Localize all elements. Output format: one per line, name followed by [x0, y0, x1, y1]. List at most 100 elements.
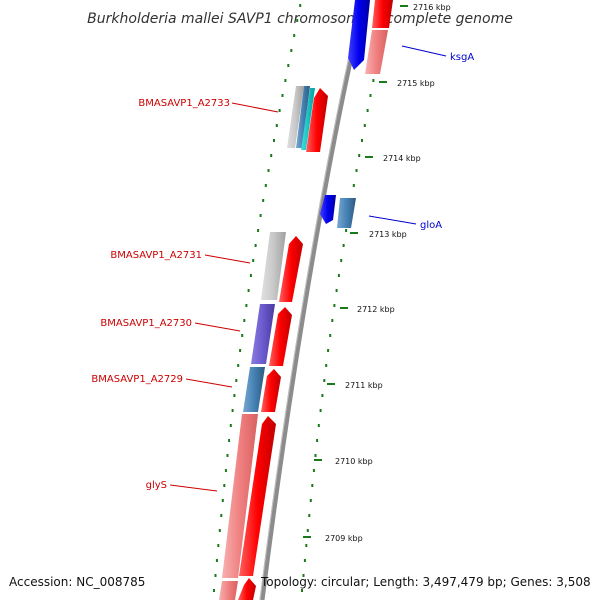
track-dot [319, 409, 322, 412]
track-dot [323, 379, 326, 382]
gene-a2733-cyan[interactable] [301, 88, 315, 150]
track-dot [215, 559, 218, 562]
track-dot [321, 394, 324, 397]
track-dot [233, 394, 236, 397]
track-dot [229, 424, 232, 427]
track-dot [281, 94, 284, 97]
track-dot [223, 484, 226, 487]
gene-glys-red[interactable] [239, 416, 276, 576]
tick-label-2716: 2716 kbp [413, 3, 451, 12]
track-dot [342, 244, 345, 247]
tick-label-2713: 2713 kbp [369, 230, 407, 239]
track-dot [337, 274, 340, 277]
track-dot [235, 379, 238, 382]
leader-a2729 [185, 378, 233, 388]
track-dot [217, 544, 220, 547]
gene-top-red[interactable] [372, 0, 393, 28]
track-dot [262, 199, 265, 202]
gene-a2729-steel[interactable] [243, 367, 265, 412]
track-dot [231, 409, 234, 412]
track-dot [352, 184, 355, 187]
gene-a2733-gray[interactable] [287, 86, 304, 148]
track-dot [293, 34, 296, 37]
label-leaders [169, 45, 447, 492]
gene-a2731-red[interactable] [279, 236, 303, 302]
track-dot [290, 49, 293, 52]
track-dot [331, 319, 334, 322]
track-dot [224, 469, 227, 472]
gene-reverse-top[interactable] [348, 0, 370, 70]
gene-a2729-red[interactable] [261, 369, 281, 412]
track-dot [247, 289, 250, 292]
track-dot [358, 154, 361, 157]
gene-bottom-pink[interactable] [219, 581, 238, 600]
label-a2730[interactable]: BMASAVP1_A2730 [100, 318, 192, 329]
label-glys[interactable]: glyS [146, 480, 167, 491]
track-dot [308, 514, 311, 517]
track-dot [314, 454, 317, 457]
track-dot [254, 244, 257, 247]
track-dot [369, 94, 372, 97]
track-dot [228, 439, 231, 442]
tick-label-2709: 2709 kbp [325, 534, 363, 543]
gene-bottom-red[interactable] [238, 578, 256, 600]
gene-a2733-red[interactable] [306, 88, 328, 152]
track-dot [220, 514, 223, 517]
label-a2733[interactable]: BMASAVP1_A2733 [138, 98, 230, 109]
tick-label-2711: 2711 kbp [345, 381, 383, 390]
reverse-strand-genes [219, 0, 393, 600]
track-dot [329, 334, 332, 337]
track-dot [303, 559, 306, 562]
leader-a2730 [194, 322, 241, 332]
gene-a2730-purple[interactable] [251, 304, 275, 364]
track-dot [237, 364, 240, 367]
gene-ksga[interactable] [365, 30, 388, 74]
track-dot [264, 184, 267, 187]
track-dot [270, 154, 273, 157]
track-dot [213, 589, 215, 592]
tick-label-2710: 2710 kbp [335, 457, 373, 466]
track-dot [226, 454, 229, 457]
leader-ksga [401, 45, 447, 57]
track-dot [287, 64, 290, 67]
track-dot [305, 544, 308, 547]
track-dot [363, 124, 366, 127]
track-dot [372, 79, 375, 82]
track-dots-inner-left [213, 4, 302, 592]
gene-a2731-gray[interactable] [261, 232, 286, 300]
track-dot [345, 229, 348, 232]
genome-title: Burkholderia mallei SAVP1 chromosome I, … [87, 11, 513, 27]
leader-a2731 [204, 254, 251, 264]
label-ksga[interactable]: ksgA [450, 52, 474, 63]
genome-stats-text: Topology: circular; Length: 3,497,479 bp… [260, 575, 591, 589]
tick-label-2712: 2712 kbp [357, 305, 395, 314]
label-gloa[interactable]: gloA [420, 220, 442, 231]
track-dot [311, 484, 314, 487]
gene-glys-pink[interactable] [222, 414, 258, 578]
track-dot [340, 259, 343, 262]
track-dot [239, 349, 242, 352]
gene-a2733-steel[interactable] [296, 86, 310, 148]
track-dot [302, 574, 305, 577]
track-dot [257, 229, 260, 232]
track-dot [245, 304, 248, 307]
label-a2729[interactable]: BMASAVP1_A2729 [91, 374, 183, 385]
accession-text: Accession: NC_008785 [9, 575, 145, 589]
gene-a2730-red[interactable] [269, 307, 292, 366]
gene-gloa-forward[interactable] [337, 198, 356, 228]
track-dot [335, 289, 338, 292]
track-dot [301, 589, 303, 592]
gene-gloa-reverse[interactable] [320, 195, 336, 224]
track-dot [296, 19, 299, 22]
track-dot [284, 79, 287, 82]
track-dot [241, 334, 244, 337]
track-dot [259, 214, 262, 217]
track-dot [252, 259, 255, 262]
track-dot [317, 424, 320, 427]
kbp-ticks: 2716 kbp 2715 kbp 2714 kbp 2713 kbp 2712… [303, 3, 451, 543]
track-dot [333, 304, 336, 307]
track-dot [366, 109, 369, 112]
leader-a2733 [231, 102, 279, 113]
label-a2731[interactable]: BMASAVP1_A2731 [110, 250, 202, 261]
